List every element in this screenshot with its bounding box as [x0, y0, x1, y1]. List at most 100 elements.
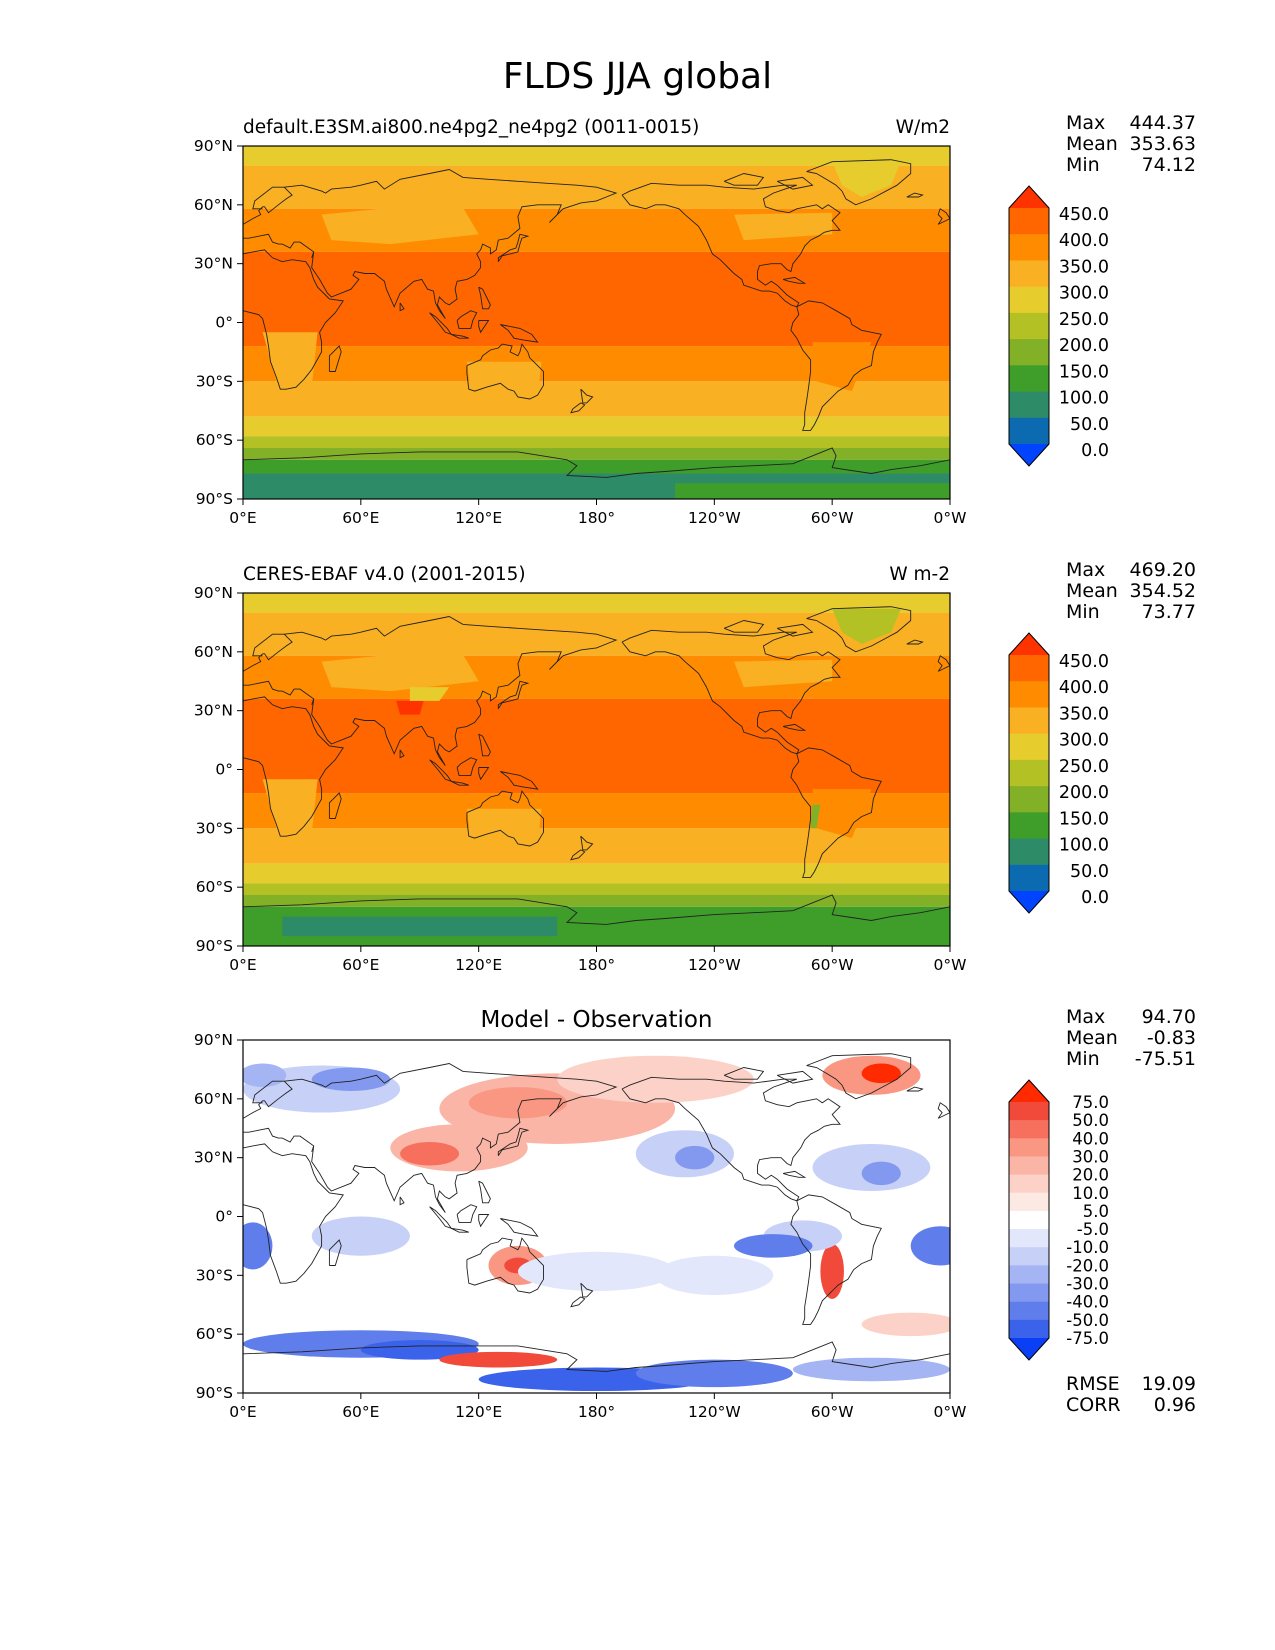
x-tick-label: 60°W — [811, 1403, 854, 1421]
colorbar-swatch — [1009, 1319, 1049, 1339]
colorbar-swatch — [1009, 1102, 1049, 1121]
field-anomaly — [360, 1340, 479, 1360]
panel-subtitle-left: CERES-EBAF v4.0 (2001-2015) — [243, 564, 526, 585]
x-tick-label: 0°E — [229, 956, 256, 974]
colorbar-tick-label: 250.0 — [1059, 757, 1109, 777]
field-band — [243, 655, 950, 699]
coastline — [724, 620, 765, 633]
y-tick-label: 60°N — [194, 196, 233, 214]
field-band — [243, 698, 950, 794]
stat-mean: Mean 354.52 — [1066, 582, 1196, 602]
coastline — [450, 780, 469, 786]
field-anomaly — [822, 1055, 921, 1095]
colorbar-tick-label: -75.0 — [1066, 1329, 1109, 1348]
coastline — [399, 749, 405, 759]
colorbar-tick-label: 50.0 — [1070, 862, 1109, 882]
colorbar-tick-label: 150.0 — [1059, 362, 1109, 382]
coastline — [497, 680, 530, 709]
colorbar-swatch — [1009, 759, 1049, 787]
field-anomaly — [243, 1330, 479, 1358]
colorbar-swatch — [1009, 1138, 1049, 1157]
colorbar-extend-min — [1009, 1338, 1049, 1360]
field-band — [243, 208, 950, 252]
x-tick-label: 180° — [578, 509, 615, 527]
colorbar-tick-label: 50.0 — [1072, 1111, 1109, 1130]
stat-rmse: RMSE 19.09 — [1066, 1375, 1196, 1395]
coastline — [790, 747, 882, 878]
x-tick-label: 180° — [578, 956, 615, 974]
field-patch — [812, 342, 872, 392]
field-patch — [262, 332, 318, 388]
colorbar-tick-label: 200.0 — [1059, 783, 1109, 803]
field-anomaly — [243, 1063, 287, 1088]
coastline — [500, 324, 539, 343]
coastline — [621, 182, 841, 308]
coastline — [284, 169, 618, 319]
colorbar-swatch — [1009, 1283, 1049, 1303]
colorbar-tick-label: 300.0 — [1059, 284, 1109, 304]
coastline — [621, 1076, 841, 1202]
x-tick-label: 0°E — [229, 1403, 256, 1421]
coastline — [243, 186, 293, 225]
field-anomaly — [311, 1216, 410, 1256]
field-anomaly — [557, 1055, 754, 1103]
colorbar-tick-label: -40.0 — [1066, 1293, 1109, 1312]
coastline — [776, 176, 814, 190]
field-patch — [262, 779, 318, 835]
coastline — [478, 320, 490, 334]
coastline — [328, 1239, 342, 1266]
colorbar-tick-label: 400.0 — [1059, 678, 1109, 698]
colorbar-swatch — [1009, 391, 1049, 419]
x-tick-label: 180° — [578, 1403, 615, 1421]
field-anomaly — [861, 1312, 950, 1337]
map-frame — [242, 592, 951, 947]
stat-label: Min — [1066, 154, 1100, 176]
stat-min: Min 74.12 — [1066, 156, 1196, 176]
coastline — [580, 388, 594, 404]
y-tick-label: 30°N — [194, 255, 233, 273]
coastline — [466, 1237, 544, 1294]
stat-value: 353.63 — [1129, 133, 1196, 155]
stat-min: Min -75.51 — [1066, 1050, 1196, 1070]
stat-label: Mean — [1066, 1027, 1118, 1049]
field-anomaly — [243, 1222, 273, 1270]
coastline — [790, 1194, 882, 1325]
coastline — [937, 208, 950, 225]
coastline — [243, 1341, 950, 1372]
coastline — [580, 835, 594, 851]
colorbar-tick-label: -5.0 — [1077, 1220, 1109, 1239]
colorbar-tick-label: 0.0 — [1081, 441, 1109, 461]
coastline — [906, 192, 924, 198]
colorbar-swatch — [1009, 417, 1049, 445]
colorbar-swatch — [1009, 812, 1049, 840]
y-tick-label: 30°S — [196, 372, 233, 390]
coastline — [806, 606, 912, 653]
field-anomaly — [792, 1357, 950, 1382]
colorbar-tick-label: 450.0 — [1059, 652, 1109, 672]
field-patch — [409, 687, 450, 701]
y-tick-label: 30°N — [194, 702, 233, 720]
coastline — [497, 233, 530, 262]
field-band — [243, 793, 950, 829]
coastline — [806, 159, 912, 206]
coastline — [621, 629, 841, 755]
x-tick-label: 60°W — [811, 956, 854, 974]
coastline — [284, 616, 618, 766]
field-patch — [832, 161, 901, 197]
colorbar-swatch — [1009, 1174, 1049, 1194]
field-anomaly — [390, 1124, 528, 1172]
x-tick-label: 60°E — [342, 1403, 379, 1421]
y-tick-label: 30°S — [196, 1266, 233, 1284]
colorbar-swatch — [1009, 234, 1049, 261]
coastline — [906, 639, 924, 645]
y-tick-label: 90°N — [194, 584, 233, 602]
coastline — [570, 849, 586, 861]
field-band — [243, 448, 950, 460]
field-anomaly — [468, 1087, 568, 1119]
colorbar-swatch — [1009, 707, 1049, 735]
field-band — [243, 906, 950, 921]
field-patch — [396, 700, 424, 715]
field-anomaly — [504, 1257, 532, 1274]
field-anomaly — [517, 1251, 676, 1292]
y-tick-label: 60°N — [194, 643, 233, 661]
